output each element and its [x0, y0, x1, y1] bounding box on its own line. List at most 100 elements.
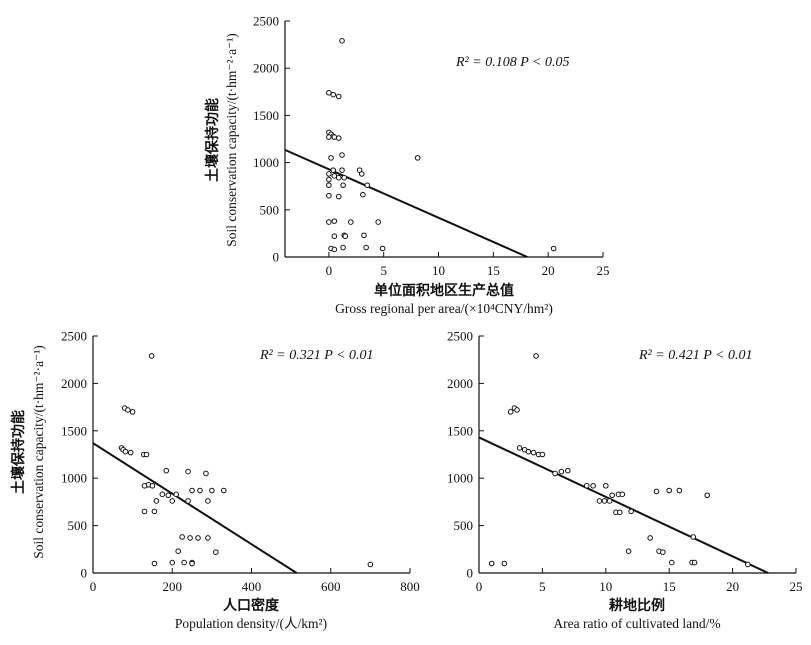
data-point [189, 487, 195, 494]
data-point [361, 232, 367, 239]
data-point [326, 176, 332, 183]
panel-gdp-xlabel-en: Gross regional per area/(×10⁴CNY/hm²) [335, 301, 553, 316]
data-point [125, 407, 131, 413]
data-point [342, 233, 349, 240]
data-point [331, 134, 338, 140]
data-point [331, 246, 338, 253]
x-tick-label: 0 [90, 579, 97, 594]
data-point [181, 559, 187, 566]
data-point [143, 451, 150, 458]
y-tick-label: 500 [68, 518, 88, 533]
data-point [203, 470, 209, 477]
data-point [185, 498, 191, 504]
data-point [488, 560, 495, 567]
data-point [609, 492, 615, 499]
data-point [347, 219, 354, 225]
x-tick-label: 400 [242, 579, 262, 594]
data-point [209, 487, 215, 494]
data-point [358, 171, 365, 177]
data-point [339, 38, 345, 44]
data-point [516, 445, 523, 451]
panel-land-fit-line [478, 436, 769, 574]
panel-pop-ylabel-en: Soil conservation capacity/(t·hm⁻²·a⁻¹) [31, 345, 46, 559]
y-tick-label: 2500 [61, 329, 87, 344]
data-point [175, 548, 181, 554]
x-tick-label: 0 [476, 579, 483, 594]
data-point [668, 559, 675, 566]
panel-gdp-stat-text: R² = 0.108 P < 0.05 [455, 55, 569, 70]
x-tick-label: 10 [432, 263, 445, 278]
panel-gdp-per-area: R² = 0.108 P < 0.05 单位面积地区生产总值 Gross reg… [204, 14, 610, 317]
data-point [127, 449, 134, 456]
data-point [360, 191, 366, 198]
y-tick-label: 2000 [61, 376, 87, 391]
data-point [552, 470, 558, 477]
data-point [367, 561, 374, 568]
data-point [187, 535, 193, 541]
data-point [335, 174, 342, 181]
data-point [550, 245, 557, 252]
data-point [363, 244, 369, 251]
data-point [339, 152, 345, 158]
y-tick-label: 2000 [253, 61, 279, 76]
data-point [141, 508, 148, 515]
data-point [601, 498, 608, 504]
data-point [169, 559, 176, 566]
data-point [625, 548, 632, 554]
panel-land-xlabel-en: Area ratio of cultivated land/% [553, 616, 720, 631]
data-point [660, 549, 666, 555]
x-tick-label: 0 [326, 263, 333, 278]
data-point [122, 448, 129, 455]
data-point [341, 174, 348, 181]
data-point [148, 353, 155, 359]
y-tick-label: 500 [260, 202, 280, 217]
data-point [169, 498, 176, 504]
y-tick-label: 500 [454, 518, 474, 533]
panel-pop-fit-line [92, 442, 298, 574]
x-tick-label: 800 [400, 579, 420, 594]
x-tick-label: 20 [542, 263, 555, 278]
y-tick-label: 0 [273, 250, 280, 265]
data-point [606, 498, 613, 504]
x-tick-label: 15 [487, 263, 500, 278]
panel-population-density: R² = 0.321 P < 0.01 人口密度 Population dens… [10, 329, 420, 632]
data-point [619, 491, 626, 498]
y-tick-label: 2500 [447, 329, 473, 344]
data-point [331, 173, 338, 179]
data-point [205, 535, 211, 541]
data-point [340, 182, 346, 189]
data-point [331, 218, 338, 224]
data-point [616, 509, 623, 516]
data-point [530, 449, 537, 456]
data-point [340, 244, 346, 251]
data-point [335, 193, 342, 200]
data-point [564, 467, 571, 474]
data-point [326, 192, 332, 199]
y-tick-label: 1500 [253, 108, 279, 123]
data-point [745, 561, 751, 568]
data-point [507, 409, 514, 415]
y-tick-label: 2500 [253, 14, 279, 29]
panel-pop-stat-text: R² = 0.321 P < 0.01 [259, 348, 373, 363]
panel-pop-xlabel-cn: 人口密度 [223, 597, 280, 614]
y-tick-label: 0 [467, 566, 474, 581]
data-point [163, 467, 170, 474]
data-point [151, 508, 158, 515]
y-tick-label: 1000 [447, 471, 473, 486]
data-point [179, 534, 185, 540]
x-tick-label: 10 [599, 579, 612, 594]
data-point [583, 482, 590, 489]
data-point [328, 155, 334, 161]
data-point [590, 482, 596, 489]
data-point [539, 451, 546, 458]
data-point [153, 498, 160, 504]
x-tick-label: 5 [380, 263, 387, 278]
data-point [220, 487, 227, 494]
data-point [414, 155, 421, 161]
y-tick-label: 1500 [61, 423, 87, 438]
data-point [596, 498, 603, 504]
panel-gdp-fit-line [284, 148, 528, 258]
data-point [326, 134, 332, 140]
data-point [603, 482, 609, 489]
data-point [326, 182, 332, 189]
